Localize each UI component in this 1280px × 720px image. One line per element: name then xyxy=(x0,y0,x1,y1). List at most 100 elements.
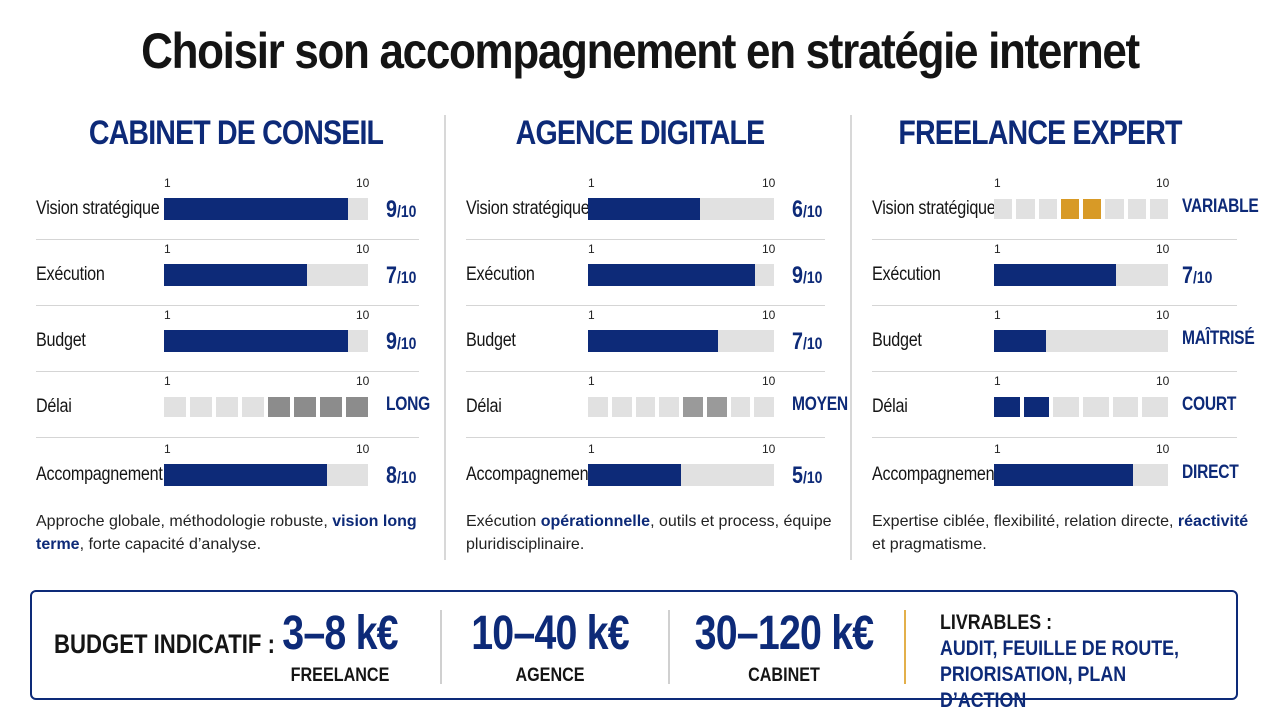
scale-segment xyxy=(1083,397,1109,417)
scale-min-label: 1 xyxy=(994,176,1001,190)
scale-max-label: 10 xyxy=(1156,176,1170,190)
value-word: COURT xyxy=(1182,394,1237,415)
row-divider xyxy=(872,371,1237,372)
score-bar-fill xyxy=(994,464,1133,486)
value-word: VARIABLE xyxy=(1182,196,1259,217)
criterion-label: Accompagnement xyxy=(36,464,163,485)
scale-segment xyxy=(659,397,679,417)
scale-segment xyxy=(164,397,186,417)
row-divider xyxy=(466,239,825,240)
criterion-value: VARIABLE xyxy=(1182,196,1259,218)
criterion-value: 5/10 xyxy=(792,462,822,490)
score-bar-fill xyxy=(588,464,681,486)
scale-max-label: 10 xyxy=(762,442,776,456)
column-title: FREELANCE EXPERT xyxy=(898,114,1182,152)
scale-segment xyxy=(1142,397,1169,417)
score-bar-fill xyxy=(588,264,755,286)
scale-segment xyxy=(1023,397,1050,417)
row-divider xyxy=(872,437,1237,438)
description-text: Expertise ciblée, flexibilité, relation … xyxy=(872,513,1178,530)
scale-segment xyxy=(706,397,727,417)
deliverables: LIVRABLES : AUDIT, FEUILLE DE ROUTE, PRI… xyxy=(940,610,1187,714)
scale-max-label: 10 xyxy=(356,176,370,190)
scale-segment xyxy=(635,397,656,417)
value-word: MOYEN xyxy=(792,394,848,415)
criterion-label: Vision stratégique xyxy=(466,198,590,219)
score-denominator: /10 xyxy=(396,468,417,487)
budget-amount: 3–8 k€ xyxy=(282,607,398,660)
criterion-row: Accompagnement 1 10 5/10 xyxy=(466,440,825,506)
scale-segment xyxy=(242,397,264,417)
score-denominator: /10 xyxy=(802,268,823,287)
scale-min-label: 1 xyxy=(994,442,1001,456)
scale-min-label: 1 xyxy=(588,176,595,190)
column-freelance-expert: FREELANCE EXPERT Vision stratégique 1 10 VAR… xyxy=(872,110,1272,560)
budget-label: BUDGET INDICATIF : xyxy=(54,629,275,659)
scale-min-label: 1 xyxy=(164,176,171,190)
scale-max-label: 10 xyxy=(356,442,370,456)
criterion-value: 7/10 xyxy=(386,262,416,290)
criterion-label: Délai xyxy=(872,396,908,417)
description-text: Approche globale, méthodologie robuste, xyxy=(36,513,333,530)
score-bar-track xyxy=(588,330,774,352)
column-cabinet-de-conseil: CABINET DE CONSEIL Vision stratégique 1 10 9… xyxy=(36,110,436,560)
criterion-row: Accompagnement 1 10 DIRECT xyxy=(872,440,1239,506)
criterion-label: Délai xyxy=(466,396,502,417)
description-text: , forte capacité d’analyse. xyxy=(79,536,262,553)
row-divider xyxy=(466,371,825,372)
scale-segment xyxy=(1127,199,1146,219)
scale-min-label: 1 xyxy=(588,308,595,322)
segment-scale xyxy=(588,397,774,417)
scale-max-label: 10 xyxy=(1156,374,1170,388)
scale-segment xyxy=(994,199,1013,219)
description-highlight: réactivité xyxy=(1177,513,1249,530)
value-word: DIRECT xyxy=(1182,462,1239,483)
scale-min-label: 1 xyxy=(588,242,595,256)
score-number: 9 xyxy=(386,196,397,223)
criterion-value: 9/10 xyxy=(792,262,822,290)
score-bar-track xyxy=(164,198,368,220)
score-bar-track xyxy=(994,264,1168,286)
criterion-value: MAÎTRISÉ xyxy=(1182,328,1255,350)
scale-min-label: 1 xyxy=(588,374,595,388)
score-bar-track xyxy=(588,198,774,220)
scale-max-label: 10 xyxy=(762,176,776,190)
scale-min-label: 1 xyxy=(994,374,1001,388)
score-number: 6 xyxy=(792,196,803,223)
scale-segment xyxy=(754,397,774,417)
criterion-row: Exécution 1 10 7/10 xyxy=(872,240,1237,306)
criterion-label: Vision stratégique xyxy=(36,198,160,219)
description-highlight: opérationnelle xyxy=(540,513,651,530)
criterion-label: Budget xyxy=(466,330,516,351)
score-bar-track xyxy=(588,464,774,486)
budget-item-cabinet: 30–120 k€ CABINET xyxy=(674,606,894,688)
scale-segment xyxy=(1149,199,1168,219)
criterion-label: Budget xyxy=(36,330,86,351)
criterion-row: Accompagnement 1 10 8/10 xyxy=(36,440,419,506)
page-title: Choisir son accompagnement en stratégie … xyxy=(141,23,1140,79)
segment-scale xyxy=(994,199,1168,219)
scale-segment xyxy=(611,397,632,417)
score-bar-fill xyxy=(588,330,718,352)
deliverables-title: LIVRABLES : xyxy=(940,611,1053,634)
criterion-value: MOYEN xyxy=(792,394,848,416)
budget-item-freelance: 3–8 k€ FREELANCE xyxy=(230,606,450,688)
score-number: 9 xyxy=(792,262,803,289)
score-bar-track xyxy=(164,464,368,486)
scale-min-label: 1 xyxy=(164,242,171,256)
scale-segment xyxy=(216,397,238,417)
budget-name: AGENCE xyxy=(515,665,585,686)
scale-segment xyxy=(1083,199,1102,219)
scale-segment xyxy=(320,397,342,417)
criterion-value: 7/10 xyxy=(792,328,822,356)
score-bar-fill xyxy=(994,330,1046,352)
budget-name: CABINET xyxy=(748,665,820,686)
row-divider xyxy=(872,305,1237,306)
scale-segment xyxy=(994,397,1020,417)
column-divider xyxy=(850,115,852,560)
criterion-row: Délai 1 10 COURT xyxy=(872,372,1237,438)
score-number: 9 xyxy=(386,328,397,355)
budget-amount: 10–40 k€ xyxy=(471,607,629,660)
scale-max-label: 10 xyxy=(762,242,776,256)
scale-max-label: 10 xyxy=(762,374,776,388)
